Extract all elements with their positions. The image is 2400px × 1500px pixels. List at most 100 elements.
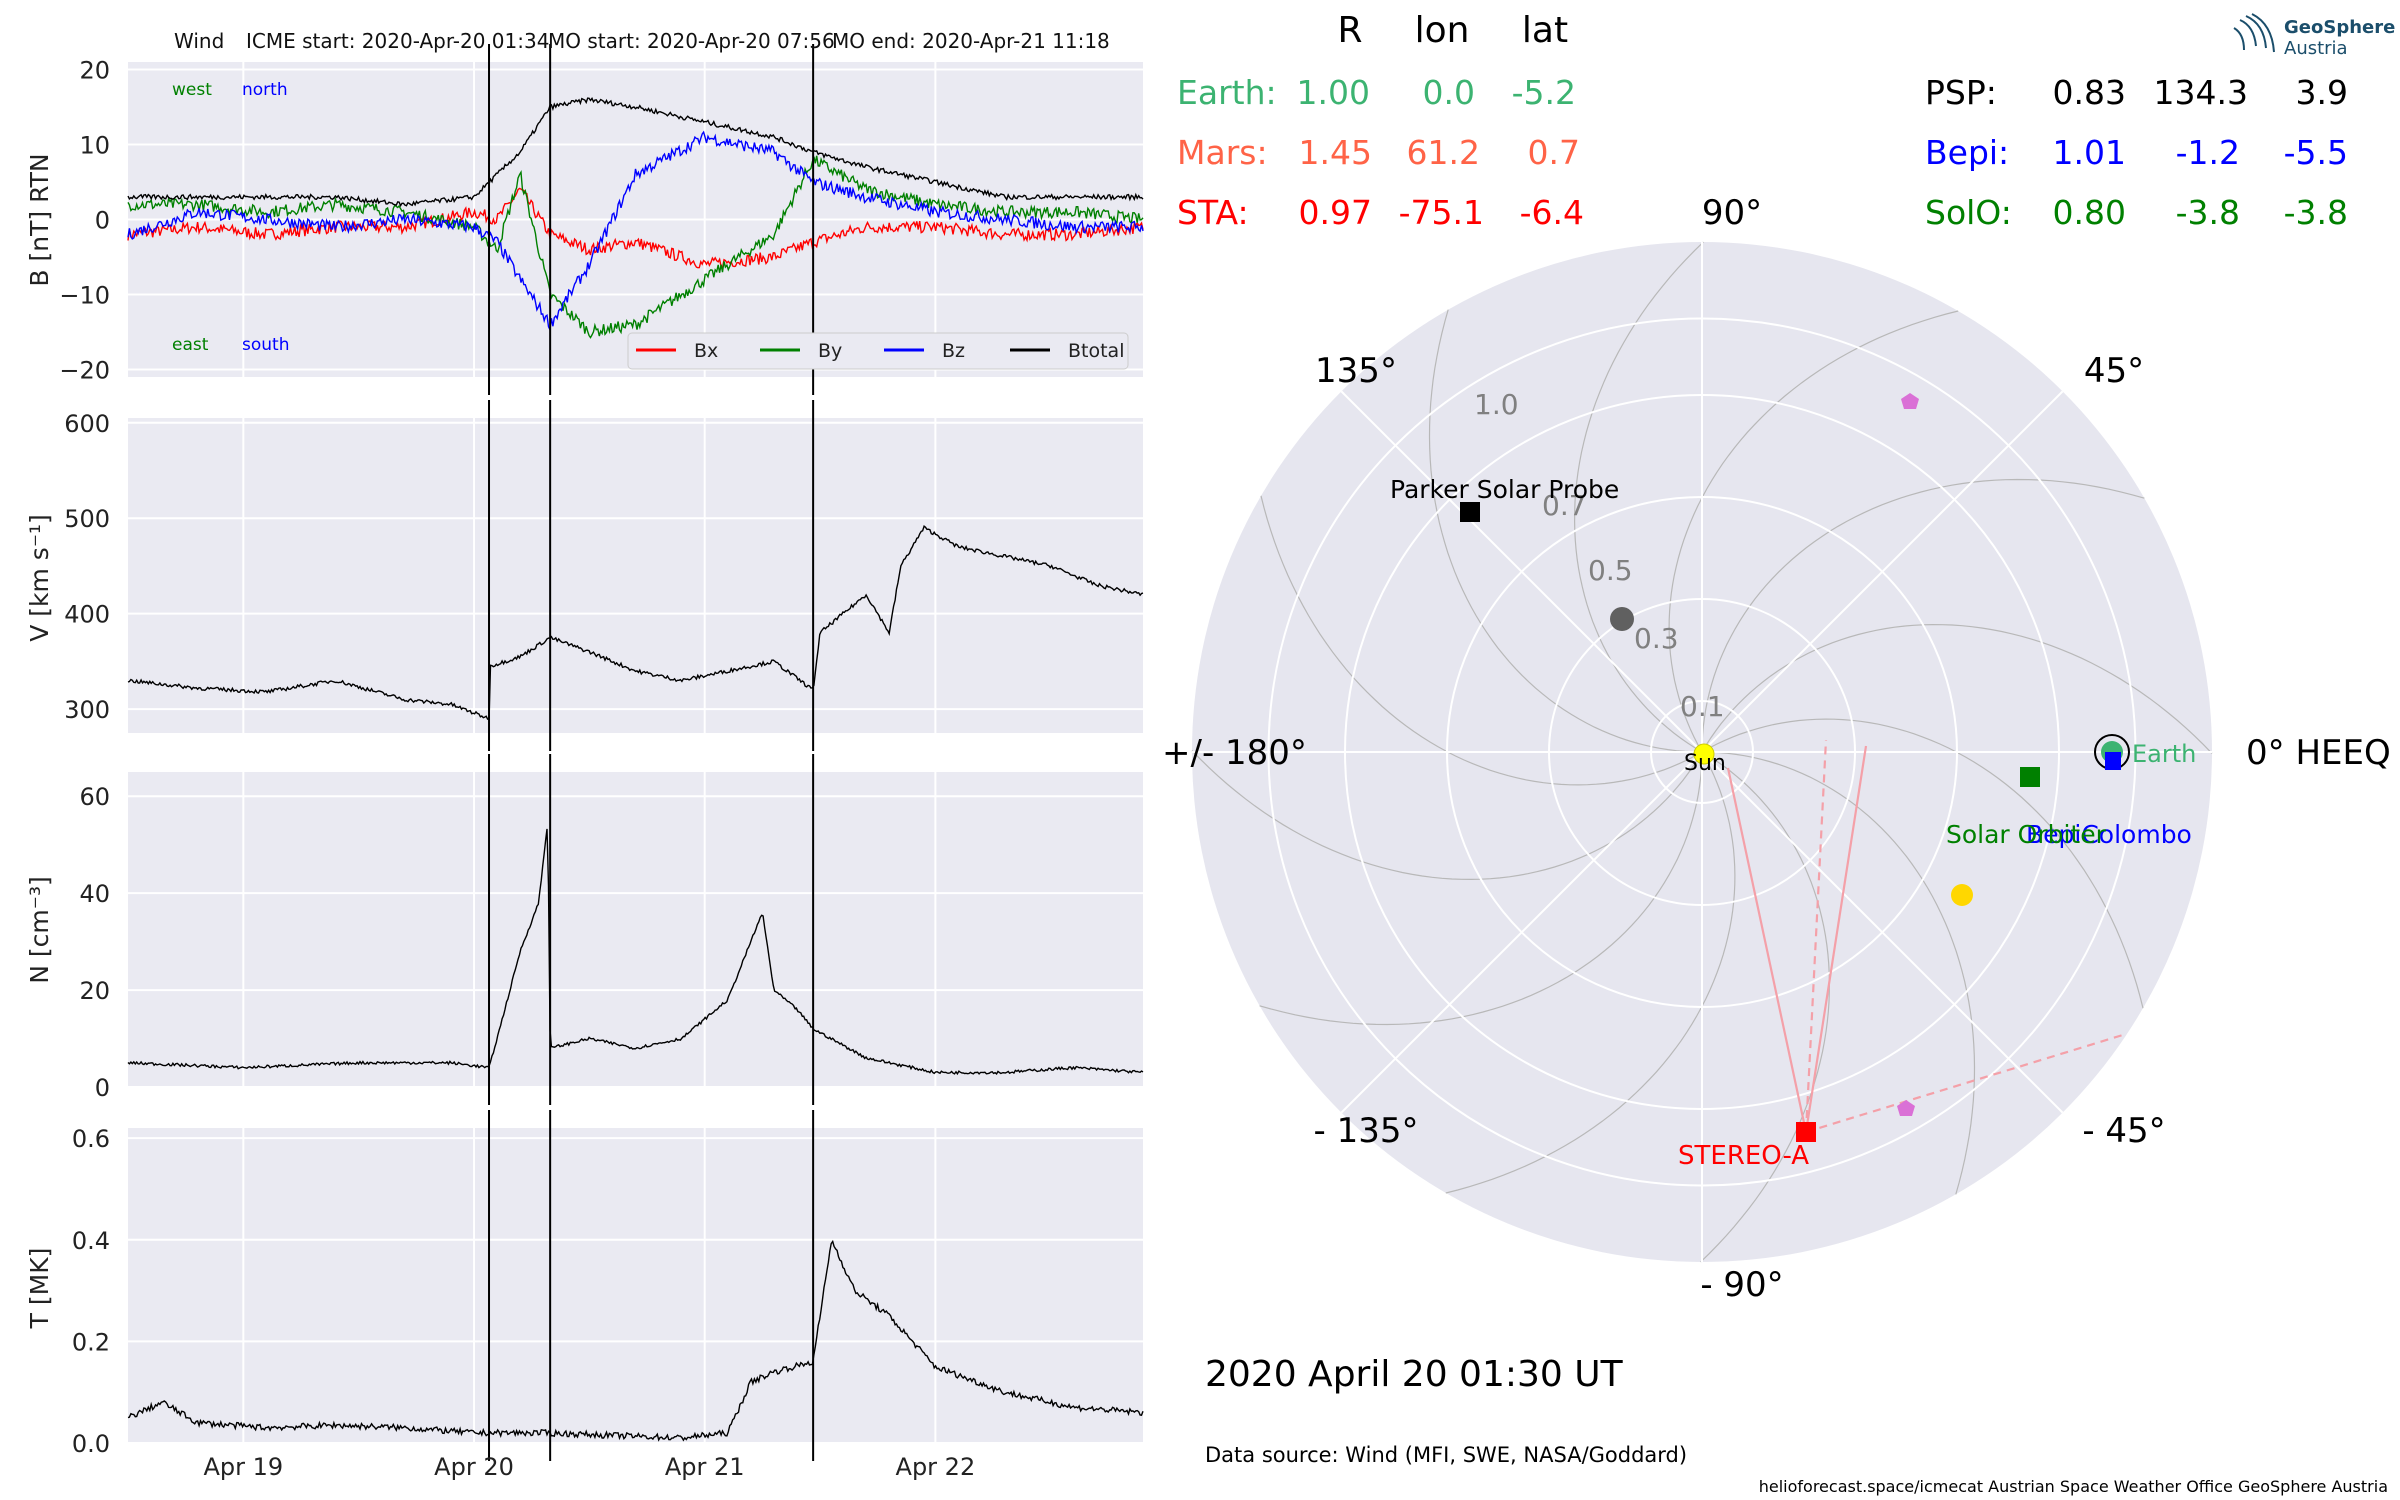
t-panel-background bbox=[128, 1128, 1143, 1443]
row-lat: -3.8 bbox=[2284, 193, 2348, 232]
b-panel-grid bbox=[128, 62, 1143, 377]
row-solo: SolO: 0.80 -3.8 -3.8 bbox=[1925, 193, 2348, 232]
y-tick-label: 60 bbox=[79, 783, 110, 811]
row-name: Mars: bbox=[1177, 133, 1268, 172]
stereo-a-marker bbox=[1796, 1122, 1816, 1142]
x-tick-label: Apr 20 bbox=[434, 1453, 514, 1481]
y-tick-label: 10 bbox=[79, 132, 110, 160]
row-lon: 61.2 bbox=[1407, 133, 1480, 172]
legend-bz-label: Bz bbox=[942, 340, 965, 362]
row-name: Earth: bbox=[1177, 73, 1277, 112]
solo-marker bbox=[2020, 767, 2040, 787]
logo-icon bbox=[2233, 13, 2275, 53]
label-west: west bbox=[172, 80, 212, 100]
geosphere-logo: GeoSphere Austria bbox=[2233, 13, 2395, 59]
series-line-n bbox=[127, 828, 1144, 1076]
radial-label-0-3: 0.3 bbox=[1634, 622, 1679, 655]
y-tick-label: 0.4 bbox=[72, 1227, 110, 1255]
temperature-panel: 0.0 0.2 0.4 0.6 T [MK] bbox=[25, 1110, 1144, 1461]
row-r: 0.80 bbox=[2053, 193, 2126, 232]
row-sta: STA: 0.97 -75.1 -6.4 bbox=[1177, 193, 1584, 232]
y-tick-label: 20 bbox=[79, 977, 110, 1005]
v-y-axis-label: V [km s⁻¹] bbox=[25, 514, 54, 642]
b-panel-series bbox=[127, 97, 1144, 339]
angle-label-45: 45° bbox=[2084, 351, 2144, 391]
b-legend-box bbox=[627, 332, 1129, 370]
legend-btotal-label: Btotal bbox=[1068, 340, 1124, 362]
row-lon: -3.8 bbox=[2176, 193, 2240, 232]
angle-label-0-heeq: 0° HEEQ bbox=[2246, 733, 2391, 773]
earth-label: Earth bbox=[2132, 740, 2196, 768]
n-panel-y-ticks: 0 20 40 60 bbox=[79, 783, 110, 1102]
row-name: PSP: bbox=[1925, 73, 1997, 112]
logo-line1: GeoSphere bbox=[2284, 17, 2395, 38]
y-tick-label: −10 bbox=[59, 282, 110, 310]
x-tick-label: Apr 19 bbox=[203, 1453, 283, 1481]
series-line-btotal bbox=[127, 97, 1144, 208]
angle-label-minus-135: - 135° bbox=[1314, 1111, 1419, 1151]
series-line-v bbox=[127, 525, 1144, 720]
y-tick-label: 600 bbox=[64, 410, 110, 438]
x-tick-label: Apr 21 bbox=[665, 1453, 745, 1481]
polar-grid bbox=[1192, 242, 2212, 1262]
row-lon: 134.3 bbox=[2154, 73, 2248, 112]
solo-label: Solar Orbiter bbox=[1946, 820, 2107, 849]
y-tick-label: 0 bbox=[95, 1074, 110, 1102]
col-header-lat: lat bbox=[1522, 10, 1568, 51]
footer-source: Data source: Wind (MFI, SWE, NASA/Goddar… bbox=[1205, 1443, 1687, 1467]
y-tick-label: 400 bbox=[64, 601, 110, 629]
n-panel-grid bbox=[128, 772, 1143, 1088]
sun-marker bbox=[1693, 743, 1715, 765]
row-lat: -5.2 bbox=[1512, 73, 1576, 112]
logo-line2: Austria bbox=[2284, 38, 2348, 59]
header-spacecraft: Wind bbox=[174, 29, 224, 53]
y-tick-label: 0.6 bbox=[72, 1125, 110, 1153]
x-axis-ticks: Apr 19 Apr 20 Apr 21 Apr 22 bbox=[203, 1453, 975, 1481]
b-field-panel: −20 −10 0 10 20 Wind ICME start: 2020-Apr-20… bbox=[25, 29, 1144, 395]
polar-plot: 1.0 0.7 0.5 0.3 0.1 90° 45° 0° HEEQ - 45… bbox=[1162, 193, 2391, 1305]
b-y-axis-label: B [nT] RTN bbox=[25, 153, 54, 286]
fov-line bbox=[1804, 745, 1868, 1133]
radial-label-0-5: 0.5 bbox=[1588, 554, 1633, 587]
angle-label-minus-45: - 45° bbox=[2082, 1111, 2165, 1151]
row-earth: Earth: 1.00 0.0 -5.2 bbox=[1177, 73, 1576, 112]
sun-label: Sun bbox=[1684, 751, 1726, 776]
y-tick-label: 0.0 bbox=[72, 1430, 110, 1458]
venus-marker bbox=[1951, 884, 1973, 906]
x-tick-label: Apr 22 bbox=[896, 1453, 976, 1481]
row-lon: -1.2 bbox=[2176, 133, 2240, 172]
psp-label: Parker Solar Probe bbox=[1390, 475, 1619, 504]
y-tick-label: 500 bbox=[64, 505, 110, 533]
row-name: Bepi: bbox=[1925, 133, 2009, 172]
stereo-a-label: STEREO-A bbox=[1678, 1141, 1809, 1171]
psp-marker bbox=[1460, 502, 1480, 522]
angle-labels: 90° 45° 0° HEEQ - 45° - 90° - 135° +/- 1… bbox=[1162, 193, 2391, 1305]
angle-label-90: 90° bbox=[1702, 193, 1762, 233]
footer-credits: helioforecast.space/icmecat Austrian Spa… bbox=[1759, 1477, 2388, 1496]
polar-grid-spoke bbox=[1340, 751, 1703, 1114]
row-lat: 0.7 bbox=[1528, 133, 1580, 172]
row-r: 0.83 bbox=[2053, 73, 2126, 112]
mars-marker bbox=[1610, 607, 1634, 631]
n-panel-background bbox=[128, 772, 1143, 1087]
y-tick-label: 300 bbox=[64, 696, 110, 724]
v-panel-event-lines bbox=[488, 400, 815, 751]
polar-grid-spoke bbox=[1701, 751, 2064, 1114]
row-mars: Mars: 1.45 61.2 0.7 bbox=[1177, 133, 1580, 172]
l4-marker bbox=[1901, 393, 1919, 409]
label-east: east bbox=[172, 335, 209, 355]
y-tick-label: 20 bbox=[79, 57, 110, 85]
row-r: 0.97 bbox=[1299, 193, 1372, 232]
bodies: Sun Earth BepiColombo Solar Orbiter Park… bbox=[1390, 393, 2196, 1171]
polar-grid-spoke bbox=[1701, 390, 2064, 753]
y-tick-label: 0.2 bbox=[72, 1328, 110, 1356]
col-header-r: R bbox=[1337, 10, 1362, 51]
positions-table: R lon lat Earth: 1.00 0.0 -5.2 Mars: 1.4… bbox=[1177, 10, 2348, 232]
series-line-bx bbox=[127, 187, 1144, 270]
row-bepi: Bepi: 1.01 -1.2 -5.5 bbox=[1925, 133, 2348, 172]
t-panel-y-ticks: 0.0 0.2 0.4 0.6 bbox=[72, 1125, 110, 1458]
row-name: STA: bbox=[1177, 193, 1249, 232]
n-panel-series bbox=[127, 828, 1144, 1076]
series-line-by bbox=[127, 155, 1144, 339]
polar-grid-spoke bbox=[1340, 390, 1703, 753]
